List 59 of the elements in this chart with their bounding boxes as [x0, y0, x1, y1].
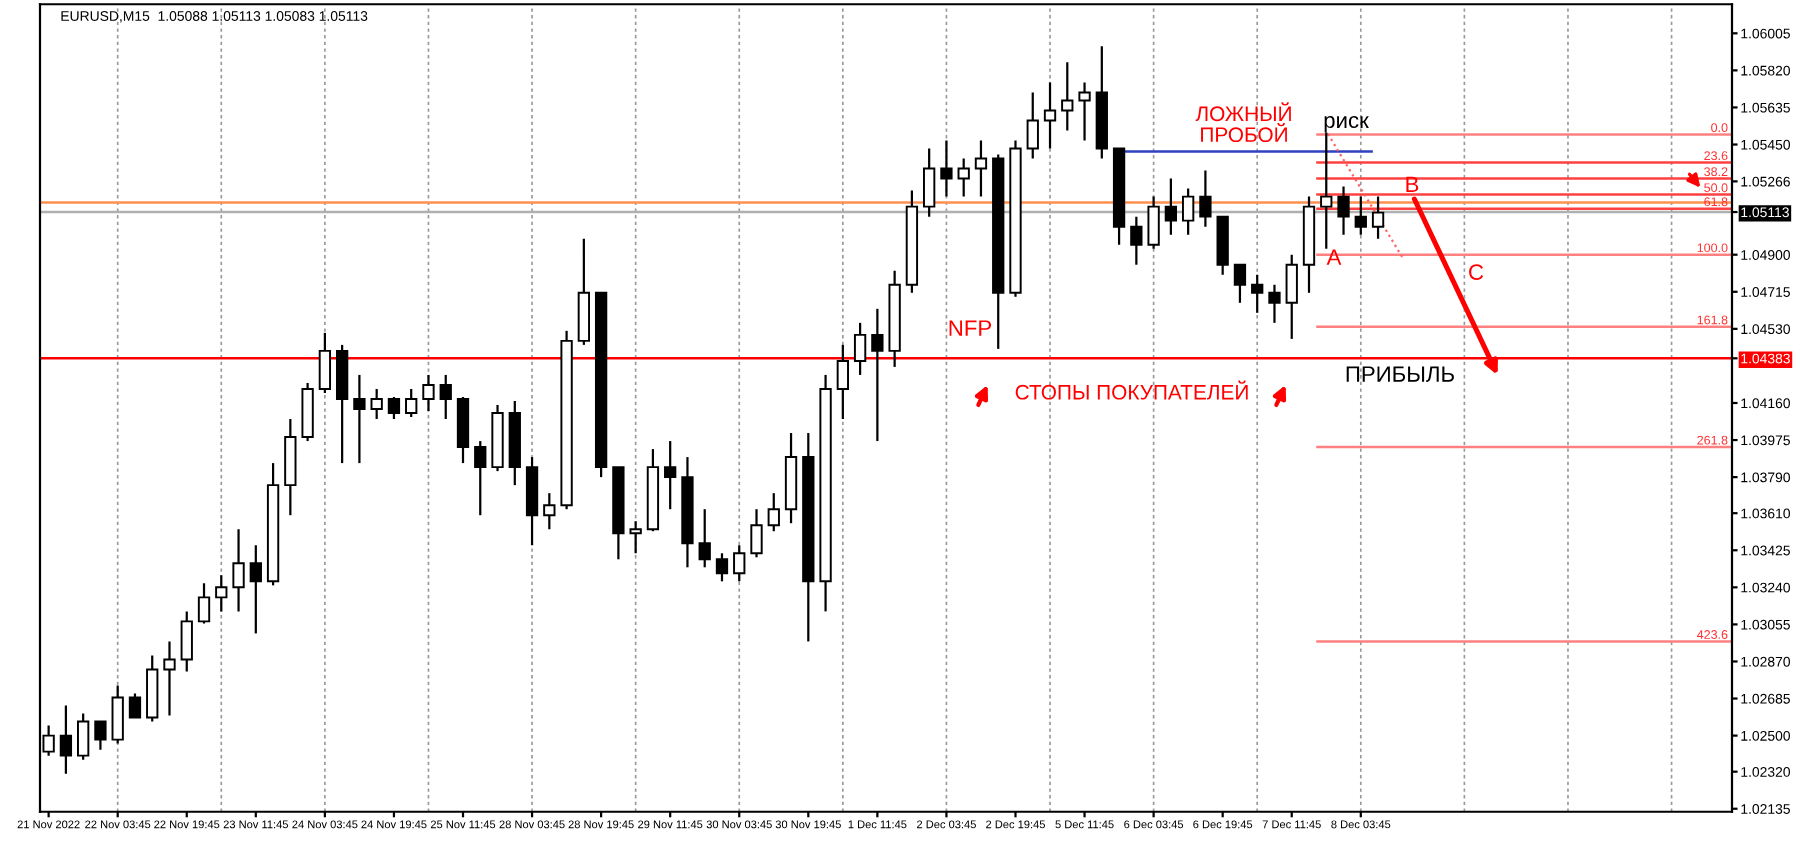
annotation: риск [1324, 115, 1369, 133]
candlestick [733, 544, 746, 583]
candlestick [664, 439, 677, 511]
candlestick [180, 610, 193, 673]
candlestick [318, 331, 332, 395]
candlestick [1371, 195, 1385, 240]
candlestick [1043, 81, 1057, 150]
candlestick [1181, 187, 1195, 236]
candlestick [871, 307, 884, 443]
candlestick [163, 640, 176, 717]
candlestick [59, 704, 73, 775]
annotation: ЛОЖНЫЙ ПРОБОЙ [1195, 102, 1291, 143]
candlestick [1061, 61, 1074, 132]
candlestick [923, 147, 936, 218]
candlestick [197, 582, 211, 625]
candlestick [750, 508, 763, 559]
annotation: B [1406, 176, 1419, 192]
candlestick [1354, 195, 1367, 236]
candlestick [370, 387, 383, 421]
candlestick [1251, 273, 1264, 314]
candlestick [543, 492, 556, 531]
candlestick [474, 439, 487, 517]
candlestick [128, 692, 142, 719]
candlestick [249, 544, 262, 635]
candlestick [957, 157, 970, 198]
candlestick [1078, 81, 1091, 142]
candlestick [387, 395, 401, 421]
annotation: NFP [949, 320, 992, 336]
annotation: ПРИБЫЛЬ [1346, 366, 1454, 382]
candlestick [629, 520, 642, 555]
candlestick [439, 373, 452, 421]
candlestick [232, 528, 245, 613]
candlestick [94, 720, 107, 751]
candlestick [940, 139, 953, 198]
candlestick [715, 552, 729, 583]
candlestick [111, 684, 124, 745]
candlestick [405, 387, 418, 419]
candlestick [1164, 177, 1178, 236]
candlestick [836, 343, 849, 421]
candlestick [353, 373, 366, 465]
annotation: СТОПЫ ПОКУПАТЕЛЕЙ [1015, 380, 1248, 400]
candlestick [1320, 131, 1333, 250]
candlestick [1147, 195, 1160, 250]
candlestick [1199, 169, 1212, 228]
candlestick [1233, 263, 1247, 304]
candlestick [1026, 91, 1039, 160]
candlestick [767, 492, 780, 533]
candlestick [853, 321, 867, 377]
candlestick [422, 373, 435, 413]
annotation: A [1326, 249, 1342, 265]
candlestick [77, 712, 90, 761]
candlestick [1130, 215, 1143, 266]
candlestick [1285, 253, 1298, 340]
candlestick [1337, 185, 1350, 236]
candlestick [698, 508, 711, 569]
candlestick [215, 574, 228, 613]
candlestick [1268, 283, 1281, 324]
candlestick [974, 139, 988, 198]
annotation: C [1469, 264, 1484, 280]
